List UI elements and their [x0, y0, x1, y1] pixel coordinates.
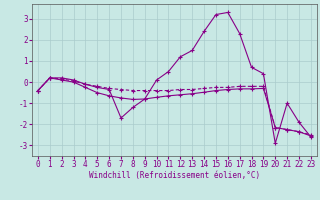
X-axis label: Windchill (Refroidissement éolien,°C): Windchill (Refroidissement éolien,°C) [89, 171, 260, 180]
